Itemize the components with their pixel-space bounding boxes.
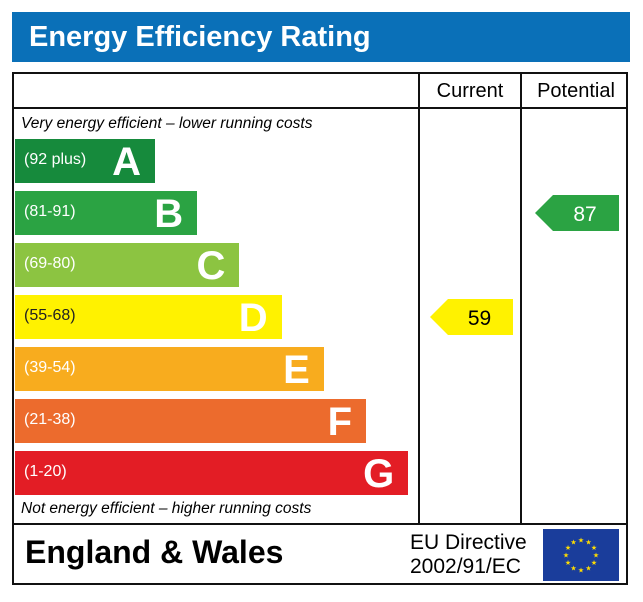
current-rating-value: 59 [468,307,491,330]
column-header-potential: Potential [537,80,615,102]
chart-title: Energy Efficiency Rating [12,12,630,62]
band-range: (21-38) [24,411,76,428]
band-b: (81-91) B [15,191,198,236]
rating-table [12,72,628,585]
directive-line1: EU Directive [410,531,527,554]
directive-line2: 2002/91/EC [410,555,521,578]
divider [12,523,628,525]
band-c: (69-80) C [15,243,240,288]
band-letter: G [363,452,395,496]
band-range: (1-20) [24,463,67,480]
top-note: Very energy efficient – lower running co… [21,115,313,132]
star-icon: ★ [593,552,599,560]
band-range: (92 plus) [24,151,87,168]
band-d: (55-68) D [15,295,282,340]
band-range: (81-91) [24,203,76,220]
column-header-current: Current [436,80,504,102]
band-letter: B [154,192,184,236]
band-f: (21-38) F [15,399,366,444]
star-icon: ★ [578,537,584,545]
band-range: (55-68) [24,307,76,324]
star-icon: ★ [578,567,584,575]
band-e: (39-54) E [15,347,324,392]
band-g: (1-20) G [15,451,409,496]
star-icon: ★ [585,564,591,572]
band-letter: C [196,244,226,288]
directive-label: EU Directive 2002/91/EC [410,531,527,579]
band-letter: D [238,296,268,340]
band-range: (69-80) [24,255,76,272]
bottom-note: Not energy efficient – higher running co… [21,500,312,517]
star-icon: ★ [570,539,576,547]
band-letter: E [283,348,310,392]
region-label: England & Wales [25,534,284,570]
divider [12,107,628,109]
star-icon: ★ [591,559,597,567]
band-letter: F [327,400,352,444]
potential-rating-arrow: 87 [535,195,619,231]
band-a: (92 plus) A [15,139,155,184]
eu-flag-icon: ★ ★★★★★★★★★★★ [543,529,619,581]
star-icon: ★ [563,552,569,560]
star-icon: ★ [565,559,571,567]
star-icon: ★ [570,564,576,572]
star-icon: ★ [591,544,597,552]
star-icon: ★ [565,544,571,552]
current-rating-arrow: 59 [430,299,513,335]
potential-rating-value: 87 [573,203,596,226]
band-range: (39-54) [24,359,76,376]
band-letter: A [112,140,141,184]
star-icon: ★ [585,539,591,547]
divider [520,72,522,525]
divider [418,72,420,525]
